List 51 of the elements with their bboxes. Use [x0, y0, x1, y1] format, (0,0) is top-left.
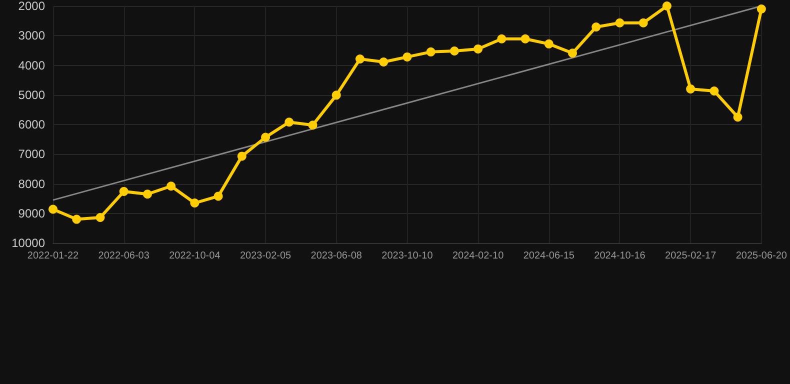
y-tick-label: 2000	[18, 0, 46, 13]
point	[638, 18, 648, 28]
x-tick-label: 2025-02-17	[665, 250, 717, 262]
point	[142, 190, 152, 199]
point	[733, 112, 742, 122]
point	[72, 214, 82, 224]
x-tick-label: 2022-10-04	[169, 250, 221, 262]
point	[710, 86, 719, 96]
point	[308, 120, 318, 130]
point	[474, 44, 483, 54]
point	[214, 192, 223, 201]
point	[756, 4, 766, 14]
y-tick-label: 6000	[18, 118, 46, 132]
y-tick-label: 7000	[18, 147, 46, 162]
point	[686, 84, 696, 94]
y-tick-label: 8000	[18, 176, 46, 191]
point	[402, 52, 412, 62]
point	[332, 90, 341, 100]
point	[261, 132, 270, 142]
y-tick-label: 4000	[18, 58, 46, 72]
y-tick-label: 5000	[18, 88, 46, 102]
point	[497, 34, 506, 44]
point	[237, 152, 246, 161]
y-tick-label: 3000	[18, 28, 46, 43]
y-tick-label: 9000	[18, 206, 46, 220]
point	[119, 186, 128, 196]
point	[544, 39, 554, 48]
point	[355, 54, 364, 64]
point	[615, 18, 624, 28]
point	[284, 118, 294, 127]
x-tick-label: 2024-10-16	[594, 250, 646, 262]
x-tick-label: 2022-01-22	[27, 250, 80, 262]
point	[190, 198, 200, 208]
point	[520, 34, 530, 44]
point	[426, 47, 436, 56]
x-tick-label: 2022-06-03	[98, 250, 150, 262]
point	[450, 46, 459, 56]
y-tick-label: 10000	[12, 236, 46, 250]
x-tick-label: 2025-06-20	[736, 250, 788, 262]
x-tick-label: 2024-02-10	[452, 250, 504, 262]
point	[48, 204, 58, 214]
point	[166, 182, 176, 191]
x-tick-label: 2023-06-08	[310, 250, 362, 262]
point	[592, 22, 601, 32]
x-tick-label: 2024-06-15	[523, 250, 575, 262]
point	[568, 48, 578, 58]
x-tick-label: 2023-10-10	[382, 250, 434, 262]
point	[662, 2, 672, 10]
x-tick-label: 2023-02-05	[240, 250, 292, 262]
point	[96, 213, 105, 222]
point	[379, 57, 388, 66]
